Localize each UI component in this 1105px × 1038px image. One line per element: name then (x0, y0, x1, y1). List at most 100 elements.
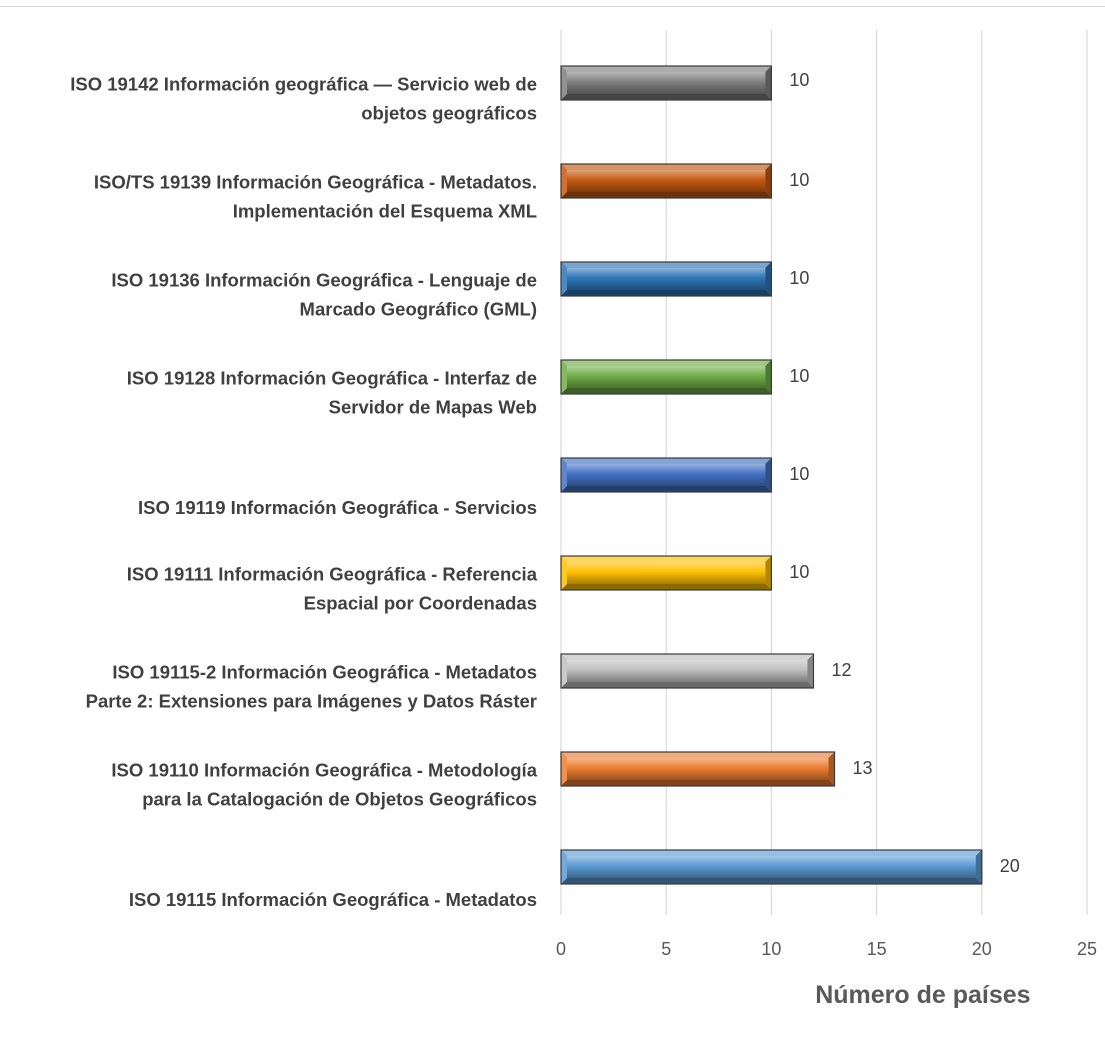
category-label: Implementación del Esquema XML (233, 200, 537, 221)
bar-outline (560, 65, 772, 101)
bar-bevel-bottom (561, 94, 772, 100)
bar-bevel-top (561, 262, 772, 268)
bar-bevel-top (561, 850, 982, 856)
bar-face (567, 758, 829, 780)
bar-outline (560, 261, 772, 297)
bar-outline (560, 849, 983, 885)
category-label: para la Catalogación de Objetos Geográfi… (142, 788, 537, 809)
bar-outline (560, 163, 772, 199)
bar-outline (560, 359, 772, 395)
category-label: Marcado Geográfico (GML) (300, 298, 537, 319)
bar-bevel-bottom (561, 878, 982, 884)
x-tick-label: 10 (761, 939, 781, 959)
category-label: ISO 19110 Información Geográfica - Metod… (111, 759, 537, 780)
x-tick-label: 15 (867, 939, 887, 959)
category-label: ISO 19128 Información Geográfica - Inter… (127, 367, 537, 388)
bar-bevel-top (561, 164, 772, 170)
data-label: 10 (789, 366, 809, 386)
bar-bevel-top (561, 556, 772, 562)
bar (560, 163, 772, 199)
bar-bevel-left (561, 262, 567, 296)
data-label: 20 (1000, 856, 1020, 876)
category-label: ISO/TS 19139 Información Geográfica - Me… (94, 171, 537, 192)
category-label: Parte 2: Extensiones para Imágenes y Dat… (86, 690, 537, 711)
bar (560, 653, 815, 689)
category-label: ISO 19119 Información Geográfica - Servi… (138, 497, 537, 518)
bar-outline (560, 751, 836, 787)
data-label: 10 (789, 70, 809, 90)
bar-bevel-left (561, 850, 567, 884)
x-tick-label: 0 (556, 939, 566, 959)
bar (560, 359, 772, 395)
x-axis-ticks: 0 5 10 15 20 25 (556, 939, 1097, 959)
bar (560, 65, 772, 101)
bar-bevel-bottom (561, 290, 772, 296)
data-label: 10 (789, 268, 809, 288)
bar-bevel-left (561, 556, 567, 590)
bar-bevel-left (561, 458, 567, 492)
bar-bevel-right (765, 262, 772, 296)
category-label: ISO 19111 Información Geográfica - Refer… (127, 563, 538, 584)
bar-bevel-top (561, 654, 814, 660)
bar-bevel-top (561, 458, 772, 464)
data-label: 10 (789, 464, 809, 484)
data-label: 13 (853, 758, 873, 778)
bar-bevel-right (828, 752, 835, 786)
bar-bevel-top (561, 752, 835, 758)
x-tick-label: 20 (972, 939, 992, 959)
bar-bevel-right (975, 850, 982, 884)
top-border (0, 0, 1105, 7)
bar-bevel-right (765, 66, 772, 100)
category-label: objetos geográficos (361, 102, 537, 123)
data-label: 12 (831, 660, 851, 680)
bar-bevel-right (765, 458, 772, 492)
bar-bevel-bottom (561, 584, 772, 590)
bar-bevel-bottom (561, 192, 772, 198)
category-label: ISO 19142 Información geográfica — Servi… (70, 73, 537, 94)
bar (560, 457, 772, 493)
bar-bevel-right (765, 360, 772, 394)
bar-bevel-top (561, 66, 772, 72)
category-label: Espacial por Coordenadas (304, 592, 537, 613)
bar-bevel-bottom (561, 388, 772, 394)
bar-bevel-left (561, 752, 567, 786)
bar-bevel-bottom (561, 780, 835, 786)
bar-face (567, 72, 766, 94)
data-label: 10 (789, 562, 809, 582)
bar-face (567, 268, 766, 290)
data-labels: 10 10 10 10 10 10 12 13 20 (789, 70, 1019, 876)
x-tick-label: 25 (1077, 939, 1097, 959)
category-labels: ISO 19142 Información geográfica — Servi… (70, 73, 537, 910)
bar-bevel-right (807, 654, 814, 688)
category-label: ISO 19115-2 Información Geográfica - Met… (112, 661, 537, 682)
bar-bevel-bottom (561, 486, 772, 492)
x-axis-title: Número de países (815, 981, 1030, 1009)
bar (560, 261, 772, 297)
bar (560, 849, 983, 885)
bar-outline (560, 653, 815, 689)
bar-bevel-bottom (561, 682, 814, 688)
bar-face (567, 464, 766, 486)
bar-face (567, 856, 976, 878)
bar-bevel-left (561, 654, 567, 688)
bar (560, 555, 772, 591)
bar (560, 751, 836, 787)
bar-bevel-top (561, 360, 772, 366)
bar-bevel-left (561, 164, 567, 198)
bar-bevel-right (765, 164, 772, 198)
bar-face (567, 366, 766, 388)
category-label: ISO 19115 Información Geográfica - Metad… (129, 889, 537, 910)
bars (560, 65, 983, 885)
category-label: Servidor de Mapas Web (329, 396, 537, 417)
category-label: ISO 19136 Información Geográfica - Lengu… (111, 269, 537, 290)
bar-face (567, 170, 766, 192)
bar-outline (560, 555, 772, 591)
bar-outline (560, 457, 772, 493)
data-label: 10 (789, 170, 809, 190)
bar-face (567, 562, 766, 584)
x-tick-label: 5 (661, 939, 671, 959)
bar-bevel-left (561, 360, 567, 394)
bar-face (567, 660, 808, 682)
